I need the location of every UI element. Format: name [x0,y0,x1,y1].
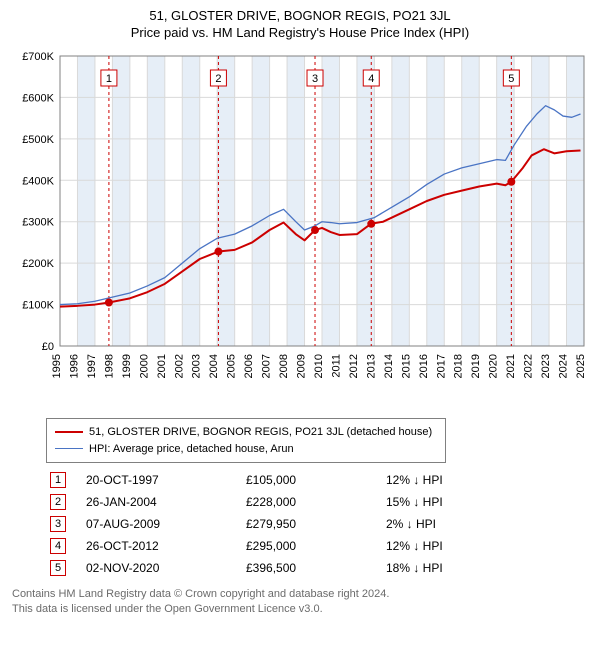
svg-text:2010: 2010 [313,354,325,378]
sale-date: 20-OCT-1997 [82,469,242,491]
svg-text:2009: 2009 [296,354,308,378]
sale-price: £396,500 [242,557,382,579]
svg-text:2006: 2006 [243,354,255,378]
sale-row: 5 02-NOV-2020£396,50018% ↓ HPI [46,557,566,579]
svg-text:2001: 2001 [156,354,168,378]
sale-number-badge: 4 [50,538,66,554]
sale-row: 3 07-AUG-2009£279,9502% ↓ HPI [46,513,566,535]
svg-text:£400K: £400K [22,175,54,187]
sale-delta: 12% ↓ HPI [382,469,566,491]
svg-text:2005: 2005 [226,354,238,378]
svg-text:2021: 2021 [505,354,517,378]
legend-swatch-property [55,431,83,433]
svg-text:£600K: £600K [22,92,54,104]
sale-number-badge: 1 [50,472,66,488]
svg-text:£500K: £500K [22,134,54,146]
sale-price: £105,000 [242,469,382,491]
sales-table: 120-OCT-1997£105,00012% ↓ HPI226-JAN-200… [46,469,566,579]
svg-text:2024: 2024 [558,354,570,378]
svg-text:1: 1 [106,73,112,85]
svg-text:£700K: £700K [22,51,54,63]
svg-text:2007: 2007 [261,354,273,378]
svg-text:2018: 2018 [453,354,465,378]
svg-text:2020: 2020 [488,354,500,378]
svg-text:2019: 2019 [470,354,482,378]
chart-title: 51, GLOSTER DRIVE, BOGNOR REGIS, PO21 3J… [6,8,594,23]
svg-text:£0: £0 [42,341,54,353]
footnote-line2: This data is licensed under the Open Gov… [12,602,594,617]
svg-text:1999: 1999 [121,354,133,378]
legend-swatch-hpi [55,448,83,449]
sale-price: £279,950 [242,513,382,535]
svg-text:2003: 2003 [191,354,203,378]
svg-text:1996: 1996 [68,354,80,378]
sale-delta: 2% ↓ HPI [382,513,566,535]
svg-text:2022: 2022 [523,354,535,378]
sale-row: 1 20-OCT-1997£105,00012% ↓ HPI [46,469,566,491]
svg-text:5: 5 [508,73,514,85]
svg-text:2004: 2004 [208,354,220,378]
legend-row-property: 51, GLOSTER DRIVE, BOGNOR REGIS, PO21 3J… [55,424,437,441]
sale-number-badge: 3 [50,516,66,532]
sale-delta: 18% ↓ HPI [382,557,566,579]
sale-date: 02-NOV-2020 [82,557,242,579]
svg-text:£200K: £200K [22,258,54,270]
legend-label-property: 51, GLOSTER DRIVE, BOGNOR REGIS, PO21 3J… [89,424,432,441]
svg-text:3: 3 [312,73,318,85]
svg-text:£100K: £100K [22,300,54,312]
sale-price: £228,000 [242,491,382,513]
sale-row: 4 26-OCT-2012£295,00012% ↓ HPI [46,535,566,557]
svg-text:2025: 2025 [575,354,587,378]
svg-text:£300K: £300K [22,217,54,229]
sale-number-badge: 5 [50,560,66,576]
svg-text:2000: 2000 [138,354,150,378]
svg-text:2008: 2008 [278,354,290,378]
svg-text:2011: 2011 [330,354,342,378]
sale-date: 26-JAN-2004 [82,491,242,513]
sale-price: £295,000 [242,535,382,557]
svg-text:2015: 2015 [400,354,412,378]
svg-text:4: 4 [368,73,374,85]
sale-date: 07-AUG-2009 [82,513,242,535]
footnote-line1: Contains HM Land Registry data © Crown c… [12,587,594,602]
svg-text:1998: 1998 [103,354,115,378]
sale-number-badge: 2 [50,494,66,510]
svg-text:2002: 2002 [173,354,185,378]
svg-text:2013: 2013 [365,354,377,378]
svg-text:2017: 2017 [435,354,447,378]
svg-text:2023: 2023 [540,354,552,378]
legend-row-hpi: HPI: Average price, detached house, Arun [55,441,437,458]
sale-row: 2 26-JAN-2004£228,00015% ↓ HPI [46,491,566,513]
svg-text:2: 2 [215,73,221,85]
chart-subtitle: Price paid vs. HM Land Registry's House … [6,25,594,40]
svg-text:2014: 2014 [383,354,395,378]
svg-text:1995: 1995 [51,354,63,378]
svg-text:2016: 2016 [418,354,430,378]
price-chart: £0 £100K £200K £300K £400K £500K £600K £700K 199… [6,50,594,410]
legend-label-hpi: HPI: Average price, detached house, Arun [89,441,294,458]
sale-delta: 12% ↓ HPI [382,535,566,557]
sale-date: 26-OCT-2012 [82,535,242,557]
svg-text:2012: 2012 [348,354,360,378]
legend-panel: 51, GLOSTER DRIVE, BOGNOR REGIS, PO21 3J… [46,418,446,463]
svg-text:1997: 1997 [86,354,98,378]
sale-delta: 15% ↓ HPI [382,491,566,513]
